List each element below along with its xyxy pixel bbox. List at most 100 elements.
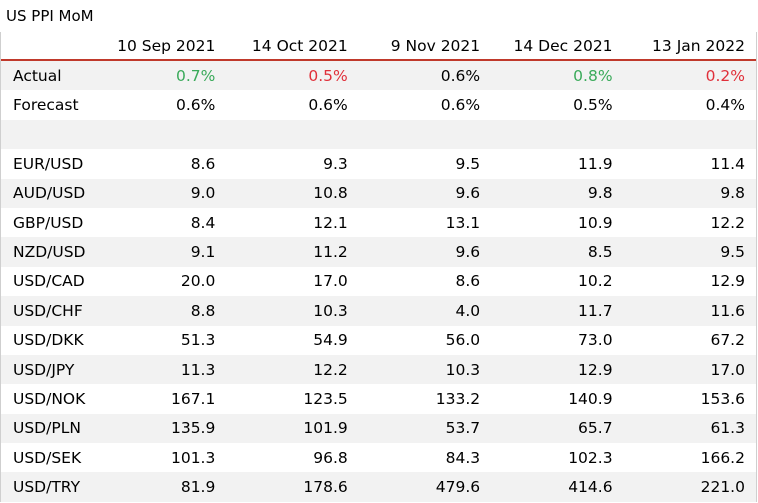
table-header-row: 10 Sep 2021 14 Oct 2021 9 Nov 2021 14 De… <box>1 32 756 61</box>
column-header: 9 Nov 2021 <box>390 37 481 55</box>
table-cell: 11.9 <box>578 154 613 173</box>
table-cell: 8.6 <box>455 272 481 291</box>
forecast-row: Forecast 0.6% 0.6% 0.6% 0.5% 0.4% <box>1 90 756 119</box>
table-cell: 12.2 <box>710 213 745 232</box>
forecast-value: 0.6% <box>175 96 216 115</box>
row-label: USD/CHF <box>13 301 83 320</box>
table-row: NZD/USD 9.1 11.2 9.6 8.5 9.5 <box>1 237 756 267</box>
row-label: USD/CAD <box>13 272 85 291</box>
table-cell: 12.2 <box>313 360 348 379</box>
actual-value: 0.6% <box>440 66 481 85</box>
table-cell: 11.2 <box>313 243 348 262</box>
table-cell: 9.1 <box>190 243 216 262</box>
spacer-row <box>1 119 756 150</box>
header-corner <box>1 32 94 59</box>
row-label: USD/NOK <box>13 389 86 408</box>
row-label: USD/TRY <box>13 478 81 497</box>
table-cell: 9.6 <box>455 243 481 262</box>
table-title: US PPI MoM <box>6 7 94 25</box>
table-cell: 11.7 <box>578 301 613 320</box>
table-cell: 17.0 <box>710 360 745 379</box>
actual-row: Actual 0.7% 0.5% 0.6% 0.8% 0.2% <box>1 61 756 91</box>
table-cell: 9.8 <box>720 184 745 203</box>
column-header: 10 Sep 2021 <box>117 37 216 55</box>
table-cell: 166.2 <box>700 448 745 467</box>
table-row: USD/TRY 81.9 178.6 479.6 414.6 221.0 <box>1 472 756 502</box>
actual-value: 0.2% <box>705 66 745 85</box>
table-cell: 9.8 <box>587 184 613 203</box>
table-cell: 20.0 <box>180 272 216 291</box>
table-cell: 17.0 <box>313 272 348 291</box>
table-cell: 96.8 <box>313 448 348 467</box>
row-label: USD/PLN <box>13 419 81 438</box>
table-cell: 479.6 <box>435 478 481 497</box>
table-cell: 67.2 <box>710 331 745 350</box>
row-label: GBP/USD <box>13 213 84 232</box>
table-cell: 140.9 <box>568 389 613 408</box>
table-cell: 9.3 <box>323 154 348 173</box>
table-cell: 53.7 <box>445 419 481 438</box>
table-cell: 10.2 <box>578 272 613 291</box>
table-cell: 65.7 <box>578 419 613 438</box>
actual-value: 0.7% <box>175 66 216 85</box>
table-row: USD/JPY 11.3 12.2 10.3 12.9 17.0 <box>1 354 756 385</box>
table-cell: 11.6 <box>710 301 745 320</box>
row-label: USD/JPY <box>13 360 75 379</box>
table-cell: 8.4 <box>190 213 216 232</box>
row-label: USD/SEK <box>13 448 82 467</box>
row-label: EUR/USD <box>13 154 84 173</box>
table-row: AUD/USD 9.0 10.8 9.6 9.8 9.8 <box>1 178 756 208</box>
table-cell: 101.3 <box>170 448 216 467</box>
table-cell: 8.8 <box>190 301 216 320</box>
table-cell: 167.1 <box>170 389 216 408</box>
table-cell: 9.5 <box>455 154 481 173</box>
pair-rows: EUR/USD 8.6 9.3 9.5 11.9 11.4 AUD/USD 9.0 10.8 9.… <box>1 149 756 502</box>
actual-value: 0.5% <box>308 66 348 85</box>
table-cell: 51.3 <box>180 331 216 350</box>
row-label: Actual <box>13 66 62 85</box>
table-cell: 84.3 <box>445 448 481 467</box>
table-cell: 221.0 <box>700 478 745 497</box>
table-cell: 178.6 <box>303 478 348 497</box>
table-cell: 11.4 <box>710 154 745 173</box>
table-cell: 10.3 <box>445 360 481 379</box>
table-cell: 13.1 <box>445 213 481 232</box>
column-header: 13 Jan 2022 <box>652 37 745 55</box>
table-cell: 101.9 <box>303 419 348 438</box>
actual-value: 0.8% <box>573 66 613 85</box>
table-cell: 8.5 <box>587 243 613 262</box>
table-cell: 135.9 <box>170 419 216 438</box>
table-row: USD/NOK 167.1 123.5 133.2 140.9 153.6 <box>1 384 756 413</box>
forecast-value: 0.5% <box>573 96 613 115</box>
table-row: USD/CHF 8.8 10.3 4.0 11.7 11.6 <box>1 296 756 326</box>
table-row: USD/CAD 20.0 17.0 8.6 10.2 12.9 <box>1 267 756 296</box>
table-cell: 414.6 <box>568 478 613 497</box>
table-row: GBP/USD 8.4 12.1 13.1 10.9 12.2 <box>1 208 756 237</box>
table-cell: 4.0 <box>455 301 481 320</box>
table-row: USD/DKK 51.3 54.9 56.0 73.0 67.2 <box>1 326 756 355</box>
table-cell: 10.8 <box>313 184 348 203</box>
table-row: EUR/USD 8.6 9.3 9.5 11.9 11.4 <box>1 149 756 178</box>
forecast-value: 0.4% <box>705 96 745 115</box>
data-table: 10 Sep 2021 14 Oct 2021 9 Nov 2021 14 De… <box>0 32 757 502</box>
row-label: USD/DKK <box>13 331 84 350</box>
table-cell: 12.9 <box>710 272 745 291</box>
table-cell: 8.6 <box>190 154 216 173</box>
column-header: 14 Oct 2021 <box>251 37 348 55</box>
table-cell: 54.9 <box>313 331 348 350</box>
table-cell: 73.0 <box>578 331 613 350</box>
table-cell: 102.3 <box>568 448 613 467</box>
column-header: 14 Dec 2021 <box>513 37 613 55</box>
table-cell: 81.9 <box>180 478 216 497</box>
table-cell: 10.9 <box>578 213 613 232</box>
table-cell: 61.3 <box>710 419 745 438</box>
table-cell: 9.5 <box>720 243 745 262</box>
table-cell: 11.3 <box>180 360 216 379</box>
table-cell: 10.3 <box>313 301 348 320</box>
table-cell: 123.5 <box>303 389 348 408</box>
row-label: NZD/USD <box>13 243 86 262</box>
row-label: AUD/USD <box>13 184 86 203</box>
table-cell: 12.1 <box>313 213 348 232</box>
table-row: USD/PLN 135.9 101.9 53.7 65.7 61.3 <box>1 413 756 444</box>
table-cell: 9.0 <box>190 184 216 203</box>
